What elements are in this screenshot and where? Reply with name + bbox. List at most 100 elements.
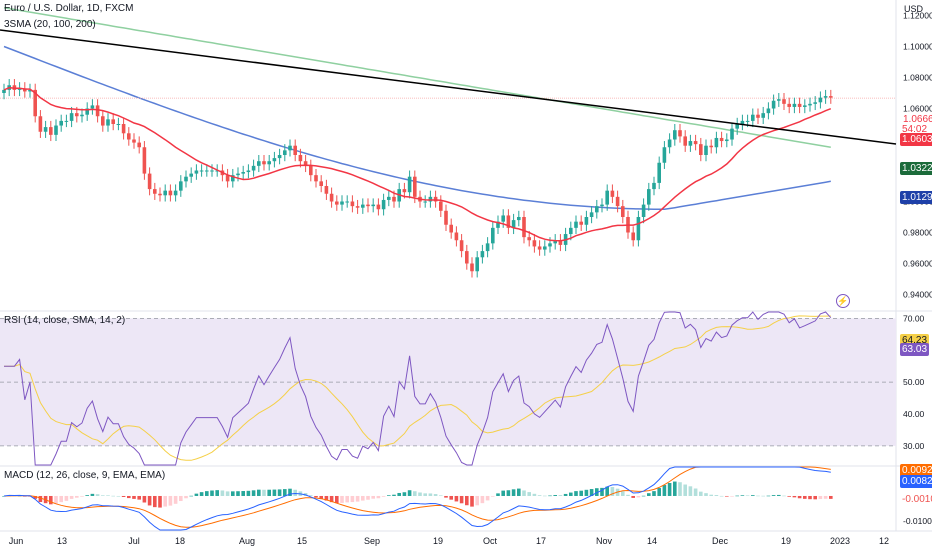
candle-body — [272, 158, 277, 162]
candle-body — [116, 124, 121, 125]
sma-overlay-legend[interactable]: 3SMA (20, 100, 200) — [4, 19, 96, 30]
macd-histogram-bar — [475, 495, 479, 506]
candle-body — [163, 190, 167, 196]
macd-histogram-bar — [397, 492, 401, 496]
candle-body — [730, 128, 734, 140]
macd-histogram-bar — [522, 490, 526, 496]
candle-body — [23, 88, 27, 92]
candle-body — [631, 232, 635, 241]
macd-histogram-bar — [64, 495, 69, 501]
macd-histogram-bar — [319, 495, 323, 499]
candle-body — [95, 105, 100, 117]
macd-histogram-bar — [38, 495, 43, 503]
macd-histogram-bar — [787, 495, 791, 497]
macd-histogram-bar — [641, 495, 646, 497]
candle-body — [485, 243, 490, 252]
candle-body — [184, 176, 188, 182]
candle-body — [532, 240, 537, 247]
candle-body — [808, 103, 812, 106]
candle-body — [673, 130, 677, 140]
candle-body — [553, 240, 557, 244]
candle-body — [407, 176, 412, 193]
candle-body — [142, 147, 147, 174]
macd-legend[interactable]: MACD (12, 26, close, 9, EMA, EMA) — [4, 470, 166, 481]
macd-histogram-bar — [537, 495, 542, 496]
macd-histogram-bar — [595, 488, 599, 496]
macd-histogram-bar — [636, 495, 641, 498]
macd-histogram-bar — [121, 495, 126, 497]
macd-histogram-bar — [444, 495, 448, 498]
macd-histogram-bar — [246, 490, 251, 496]
candle-body — [823, 96, 828, 98]
time-tick-label: Nov — [596, 536, 613, 546]
macd-histogram-bar — [335, 495, 339, 504]
time-tick-label: Oct — [483, 536, 498, 546]
time-tick-label: 14 — [647, 536, 657, 546]
lightning-icon[interactable]: ⚡ — [836, 294, 850, 308]
candle-body — [589, 212, 594, 217]
price-tick-label: 0.96000 — [903, 259, 932, 269]
candle-body — [449, 224, 453, 233]
macd-histogram-bar — [657, 488, 661, 496]
macd-histogram-bar — [95, 494, 100, 496]
macd-histogram-bar — [433, 494, 438, 496]
macd-histogram-bar — [147, 495, 152, 506]
candle-body — [470, 263, 474, 272]
candle-body — [699, 144, 703, 155]
time-tick-label: 2023 — [830, 536, 850, 546]
candle-body — [210, 170, 214, 172]
candle-body — [33, 89, 37, 117]
time-tick-label: 15 — [297, 536, 307, 546]
macd-histogram-bar — [574, 491, 578, 496]
price-tick-label: 1.12000 — [903, 11, 932, 21]
candle-body — [735, 124, 739, 129]
candle-body — [527, 237, 531, 241]
macd-histogram-bar — [517, 488, 521, 496]
candle-body — [667, 139, 672, 148]
macd-histogram-bar — [808, 495, 812, 500]
candle-body — [423, 201, 427, 203]
macd-histogram-bar — [683, 484, 687, 496]
symbol-title[interactable]: Euro / U.S. Dollar, 1D, FXCM — [4, 3, 134, 14]
macd-histogram-bar — [366, 495, 370, 500]
macd-histogram-bar — [688, 486, 693, 496]
candle-body — [543, 246, 547, 250]
macd-histogram-bar — [485, 495, 490, 501]
candle-body — [106, 119, 110, 126]
macd-histogram-bar — [288, 488, 292, 496]
candle-body — [90, 105, 95, 109]
macd-histogram-bar — [142, 495, 147, 503]
candle-body — [303, 161, 308, 166]
macd-histogram-bar — [543, 495, 547, 497]
candle-body — [787, 103, 791, 107]
candle-body — [189, 173, 193, 177]
macd-histogram-bar — [220, 490, 225, 496]
trendline — [0, 29, 897, 145]
candle-body — [506, 215, 511, 228]
macd-histogram-bar — [418, 492, 422, 496]
rsi-legend[interactable]: RSI (14, close, SMA, 14, 2) — [4, 315, 126, 326]
macd-histogram-bar — [116, 495, 121, 497]
price-tick-label: 1.10000 — [903, 42, 932, 52]
price-tick-label: 0.94000 — [903, 290, 932, 300]
macd-histogram-bar — [189, 495, 193, 497]
macd-histogram-bar — [59, 495, 63, 503]
candle-body — [652, 182, 656, 190]
candle-body — [298, 155, 303, 162]
candle-body — [355, 206, 360, 208]
rsi-value-label: 63.03 — [900, 343, 930, 356]
macd-histogram-bar — [589, 489, 594, 496]
candle-body — [803, 105, 807, 107]
candle-body — [751, 114, 755, 121]
macd-histogram-bar — [407, 490, 412, 496]
macd-histogram-bar — [257, 489, 261, 496]
time-tick-label: 12 — [879, 536, 889, 546]
macd-histogram-bar — [127, 495, 131, 499]
macd-histogram-bar — [355, 495, 360, 502]
macd-histogram-bar — [610, 486, 615, 496]
candle-body — [205, 170, 209, 172]
macd-histogram-bar — [210, 490, 214, 496]
candle-body — [491, 227, 495, 244]
